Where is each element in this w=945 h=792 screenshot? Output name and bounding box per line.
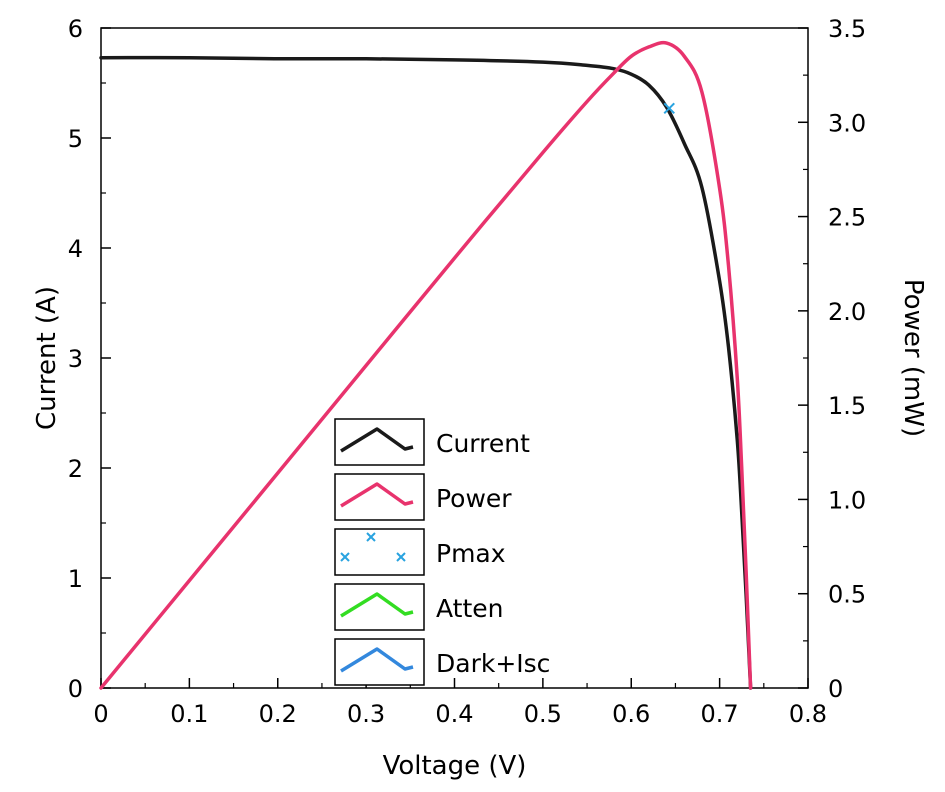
- legend-swatch-box: [334, 473, 425, 521]
- legend-line-icon: [340, 427, 414, 453]
- legend-marker-icon: [340, 552, 350, 562]
- legend-entry-dark-isc: Dark+Isc: [334, 638, 550, 686]
- legend-marker-icon: [366, 532, 376, 542]
- x-tick-label: 0.7: [701, 700, 739, 728]
- y-right-tick-label: 2.0: [828, 298, 866, 326]
- y-left-tick-label: 2: [68, 455, 83, 483]
- legend-entry-atten: Atten: [334, 583, 504, 631]
- y-right-tick-label: 2.5: [828, 204, 866, 232]
- legend: Current Power Pmax Atten Dark+Isc: [334, 418, 550, 686]
- y-right-tick-label: 0.5: [828, 581, 866, 609]
- y-right-tick-label: 0: [828, 675, 843, 703]
- plot-frame: [100, 27, 809, 689]
- y-left-tick-label: 6: [68, 15, 83, 43]
- y-left-tick-label: 0: [68, 675, 83, 703]
- legend-label: Current: [436, 429, 530, 458]
- legend-line-icon: [340, 592, 414, 618]
- legend-entry-power: Power: [334, 473, 512, 521]
- y-right-tick-label: 1.5: [828, 392, 866, 420]
- x-tick-label: 0: [93, 700, 108, 728]
- legend-swatch-box: [334, 528, 425, 576]
- y-left-axis-ticks: 0 1 2 3 4 5 6: [68, 15, 111, 703]
- x-tick-label: 0.3: [347, 700, 385, 728]
- y-left-tick-label: 3: [68, 345, 83, 373]
- x-tick-label: 0.4: [435, 700, 473, 728]
- x-axis-ticks: 0 0.1 0.2 0.3 0.4 0.5 0.6 0.7 0.8: [93, 678, 827, 728]
- current-series-line: [99, 55, 753, 690]
- series-layer: [99, 40, 753, 690]
- y-left-axis-title: Current (A): [32, 286, 62, 430]
- power-series-line: [99, 40, 753, 690]
- x-tick-label: 0.5: [524, 700, 562, 728]
- y-right-axis-ticks: 0 0.5 1.0 1.5 2.0 2.5 3.0 3.5: [798, 15, 866, 703]
- x-tick-label: 0.8: [789, 700, 827, 728]
- legend-entry-current: Current: [334, 418, 530, 466]
- legend-swatch-box: [334, 418, 425, 466]
- legend-label: Dark+Isc: [436, 649, 550, 678]
- legend-line-icon: [340, 647, 414, 673]
- x-tick-label: 0.1: [170, 700, 208, 728]
- legend-label: Atten: [436, 594, 504, 623]
- y-right-tick-label: 3.0: [828, 109, 866, 137]
- x-tick-label: 0.2: [259, 700, 297, 728]
- y-left-tick-label: 5: [68, 125, 83, 153]
- legend-marker-icon: [396, 552, 406, 562]
- legend-label: Power: [436, 484, 512, 513]
- y-right-tick-label: 1.0: [828, 486, 866, 514]
- y-left-tick-label: 1: [68, 565, 83, 593]
- pmax-marker: [663, 102, 675, 115]
- y-right-axis-title: Power (mW): [898, 279, 928, 437]
- legend-label: Pmax: [436, 539, 506, 568]
- legend-swatch-box: [334, 583, 425, 631]
- y-right-tick-label: 3.5: [828, 15, 866, 43]
- x-axis-title: Voltage (V): [383, 751, 527, 781]
- legend-line-icon: [340, 482, 414, 508]
- x-tick-label: 0.6: [612, 700, 650, 728]
- y-left-tick-label: 4: [68, 235, 83, 263]
- legend-swatch-box: [334, 638, 425, 686]
- legend-entry-pmax: Pmax: [334, 528, 506, 576]
